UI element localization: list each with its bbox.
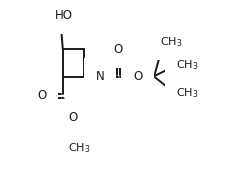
Text: O: O (133, 70, 142, 83)
Text: N: N (95, 70, 104, 83)
Text: CH$_3$: CH$_3$ (161, 36, 183, 49)
Text: CH$_3$: CH$_3$ (68, 142, 91, 155)
Text: CH$_3$: CH$_3$ (176, 58, 199, 72)
Text: O: O (37, 89, 46, 102)
Text: O: O (69, 111, 78, 124)
Text: HO: HO (55, 9, 73, 22)
Text: O: O (114, 43, 123, 56)
Text: CH$_3$: CH$_3$ (176, 86, 199, 100)
